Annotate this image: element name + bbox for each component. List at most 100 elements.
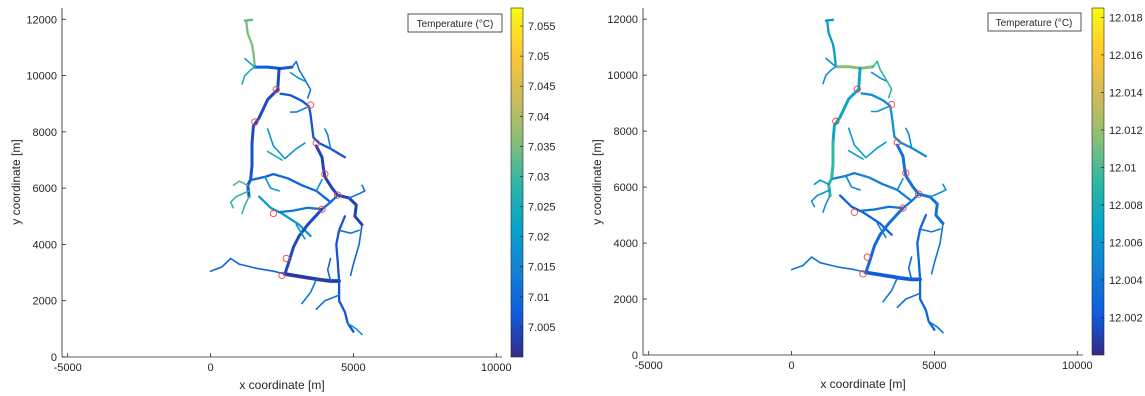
y-tick-label: 8000	[614, 126, 638, 138]
x-tick-label: 5000	[922, 360, 946, 372]
colorbar-tick-label: 7.025	[528, 202, 556, 214]
pipe-segment	[250, 67, 281, 145]
y-tick-label: 12000	[607, 14, 638, 26]
pipe-segment	[831, 171, 920, 203]
pipe-segment	[348, 184, 366, 199]
pipe-segment	[864, 270, 922, 282]
right-legend-frame	[987, 12, 1082, 32]
colorbar-tick-label: 12.016	[1109, 50, 1143, 62]
pipe-segment	[895, 143, 945, 225]
pipe-segment	[822, 194, 831, 214]
left-legend-frame	[407, 13, 503, 33]
pipe-segment	[257, 195, 312, 238]
right-legend-box: Temperature (°C)	[987, 12, 1082, 32]
right-x-axis-label: x coordinate [m]	[820, 377, 905, 391]
node-marker	[278, 271, 286, 280]
node-marker	[318, 205, 326, 213]
colorbar-tick-label: 7.045	[528, 81, 556, 93]
node-marker	[334, 191, 342, 199]
y-tick-label: 2000	[33, 296, 57, 308]
node-marker	[282, 254, 290, 263]
pipe-segment	[930, 222, 944, 275]
left-x-ticks: -5000 0 5000 10000	[54, 353, 512, 374]
right-legend-entry: Temperature (°C)	[996, 18, 1073, 29]
y-tick-label: 10000	[607, 70, 638, 82]
x-tick-label: 10000	[1062, 360, 1093, 372]
pipe-segment	[253, 65, 294, 70]
colorbar-tick-label: 7.055	[528, 21, 556, 33]
pipe-segment	[335, 215, 355, 333]
y-tick-label: 2000	[614, 294, 638, 306]
left-plot-panel: -5000 0 5000 10000 020004000600080001000012…	[9, 7, 556, 392]
right-y-ticks: 0 2000 4000 6000 8000 10000 12000	[607, 14, 647, 362]
y-tick-label: 4000	[614, 238, 638, 250]
pipe-segment	[872, 60, 893, 99]
pipe-segment	[813, 179, 830, 186]
colorbar-tick-label: 7.005	[528, 322, 556, 334]
pipe-segment	[838, 194, 893, 236]
left-plot-area	[62, 8, 502, 357]
pipe-segment	[283, 207, 324, 276]
pipe-segment	[229, 257, 286, 275]
node-marker	[915, 190, 923, 198]
pipe-segment	[246, 141, 254, 199]
x-tick-label: -5000	[54, 362, 82, 374]
pipe-segment	[295, 223, 306, 240]
left-legend-box: Temperature (°C)	[407, 13, 503, 33]
pipe-segment	[882, 277, 899, 303]
pipe-segment	[245, 20, 257, 69]
pipe-segment	[896, 177, 904, 191]
pipe-segment	[266, 128, 306, 160]
left-legend-entry: Temperature (°C)	[417, 19, 494, 30]
pipe-segment	[277, 201, 332, 214]
pipe-segment	[858, 199, 913, 213]
node-marker	[887, 100, 896, 109]
pipe-segment	[326, 257, 332, 282]
pipe-segment	[896, 292, 921, 309]
right-y-axis-label: y coordinate [m]	[590, 139, 604, 224]
pipe-segment	[349, 223, 363, 277]
x-tick-label: -5000	[635, 360, 663, 372]
node-marker	[272, 85, 280, 94]
y-tick-label: 8000	[33, 127, 57, 139]
pipe-segment	[919, 228, 941, 233]
right-colorbar	[1091, 7, 1105, 356]
x-tick-label: 0	[208, 362, 214, 374]
node-marker	[850, 208, 859, 216]
node-marker	[312, 139, 320, 147]
pipe-segment	[241, 66, 256, 85]
right-x-ticks: -5000 0 5000 10000	[635, 351, 1093, 372]
pipe-segment	[876, 222, 887, 239]
pipe-segment	[289, 105, 310, 113]
pipe-segment	[826, 20, 838, 68]
left-y-axis-label: y coordinate [m]	[9, 139, 23, 224]
node-marker	[902, 169, 910, 177]
node-marker	[306, 101, 315, 109]
node-marker	[853, 85, 861, 93]
pipe-segment	[929, 183, 947, 198]
pipe-segment	[916, 213, 936, 331]
pipe-segment	[232, 180, 249, 187]
colorbar-tick-label: 12.004	[1109, 275, 1143, 287]
pipe-segment	[283, 272, 341, 283]
pipe-segment	[243, 18, 254, 22]
pipe-segment	[291, 60, 312, 99]
pipe-segment	[279, 92, 347, 159]
colorbar-tick-label: 12.01	[1109, 162, 1137, 174]
pipe-segment	[244, 57, 256, 68]
pipe-segment	[907, 256, 913, 281]
colorbar-tick-label: 12.002	[1109, 312, 1143, 324]
right-plot-panel: -5000 0 5000 10000 020004000600080001000012…	[590, 7, 1143, 391]
x-tick-label: 10000	[481, 362, 512, 374]
pipe-segment	[834, 65, 875, 70]
pipe-segment	[860, 92, 928, 158]
x-tick-label: 0	[789, 360, 795, 372]
y-tick-label: 6000	[33, 183, 57, 195]
node-marker	[899, 204, 907, 212]
right-plot-area	[643, 8, 1083, 355]
left-colorbar	[510, 7, 524, 358]
pipe-segment	[346, 322, 363, 336]
pipe-segment	[324, 128, 332, 150]
pipe-segment	[315, 294, 340, 311]
pipe-segment	[870, 105, 891, 113]
